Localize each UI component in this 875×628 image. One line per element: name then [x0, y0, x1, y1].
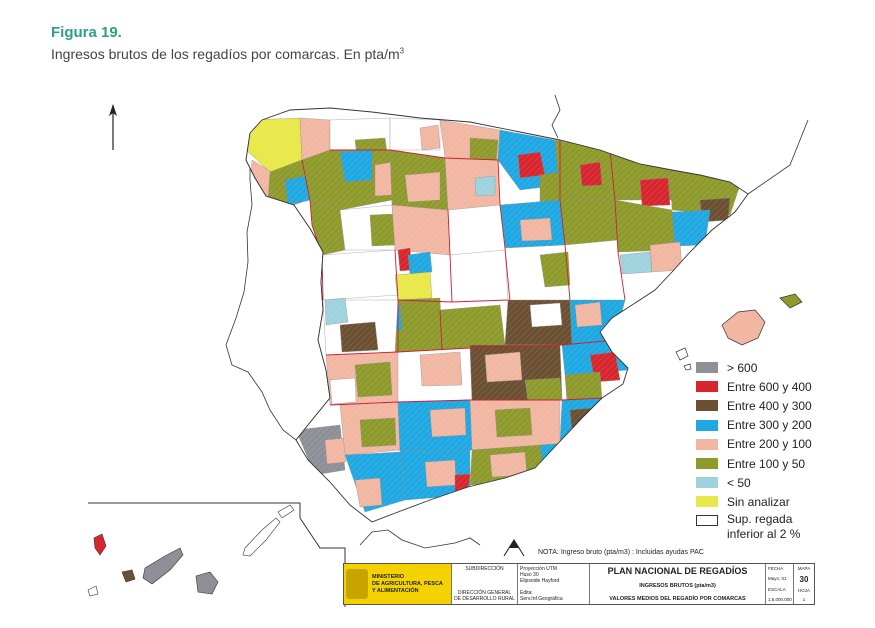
sheet-cell: MAPA 30 HOJA 1 — [794, 564, 814, 604]
legend-label: Entre 200 y 100 — [727, 437, 812, 452]
legend-label: < 50 — [727, 475, 751, 490]
projection-cell: Proyección UTM Huso 30 Elipsoide Hayford E… — [518, 564, 590, 604]
island-lanzarote — [277, 504, 295, 519]
spain-outline — [245, 107, 749, 523]
legend-swatch — [696, 438, 718, 450]
legend-label: > 600 — [727, 360, 758, 375]
edita-line: Serv.Inf.Geográfica — [520, 596, 563, 602]
island-menorca — [779, 293, 803, 309]
valores-subtitle: VALORES MEDIOS DEL REGADÍO POR COMARCAS — [609, 596, 746, 602]
direccion-label: DIRECCIÓN GENERAL DE DESARROLLO RURAL — [454, 590, 515, 602]
legend-swatch — [696, 496, 718, 508]
legend-swatch — [696, 400, 718, 412]
ministry-line: DE AGRICULTURA, PESCA — [372, 580, 443, 587]
subdireccion-label: SUBDIRECCIÓN — [465, 566, 504, 572]
island-la-gomera — [121, 569, 136, 583]
figure-label: Figura 19. — [51, 24, 122, 41]
ministry-cell: MINISTERIO DE AGRICULTURA, PESCA Y ALIME… — [344, 564, 452, 604]
projection-line: Elipsoide Hayford — [520, 578, 560, 584]
comarca-regions — [246, 108, 748, 522]
canary-inset — [87, 502, 346, 607]
island-formentera — [683, 363, 692, 371]
direccion-line: DIRECCIÓN GENERAL — [457, 590, 512, 596]
legend-swatch — [696, 514, 718, 526]
island-la-palma — [93, 533, 107, 556]
france-outline — [551, 94, 809, 195]
plan-cell: PLAN NACIONAL DE REGADÍOS INGRESOS BRUTO… — [590, 564, 766, 604]
legend-swatch — [696, 419, 718, 431]
legend-label: Sup. regada inferior al 2 % — [727, 512, 800, 542]
legend-swatch — [696, 381, 718, 393]
legend-item: > 600 — [696, 358, 812, 377]
island-fuerteventura — [242, 517, 281, 557]
legend-item: Entre 100 y 50 — [696, 454, 812, 473]
fecha-cell: FECHA Mayo, 01 ESCALA 1:6.000.000 — [766, 564, 794, 604]
subdireccion-cell: SUBDIRECCIÓN DIRECCIÓN GENERAL DE DESARRO… — [452, 564, 518, 604]
legend-swatch — [696, 458, 718, 470]
legend-label: Entre 400 y 300 — [727, 398, 812, 413]
legend-item: Entre 200 y 100 — [696, 435, 812, 454]
projection-line: Proyección UTM — [520, 566, 557, 572]
island-tenerife — [142, 547, 184, 585]
legend-swatch — [696, 362, 718, 374]
legend-label: Sin analizar — [727, 494, 790, 509]
figure-title-sup: 3 — [399, 46, 405, 56]
escala-value: 1:6.000.000 — [768, 596, 792, 602]
escala-label: ESCALA — [768, 586, 786, 592]
legend-label-line2: inferior al 2 % — [727, 526, 801, 541]
fecha-value: Mayo, 01 — [768, 576, 787, 582]
ministry-line: Y ALIMENTACIÓN — [372, 587, 419, 594]
legend-item: Entre 300 y 200 — [696, 416, 812, 435]
ministry-name: MINISTERIO DE AGRICULTURA, PESCA Y ALIME… — [372, 574, 443, 595]
fecha-label: FECHA — [768, 566, 784, 571]
community-boundaries — [301, 140, 626, 406]
title-block: MINISTERIO DE AGRICULTURA, PESCA Y ALIME… — [343, 563, 815, 605]
projection-text: Proyección UTM Huso 30 Elipsoide Hayford — [520, 566, 587, 584]
legend-item: Entre 600 y 400 — [696, 377, 812, 396]
figure-title-text: Ingresos brutos de los regadíos por coma… — [51, 46, 400, 62]
mapa-label: MAPA — [797, 566, 811, 571]
island-el-hierro — [87, 585, 99, 597]
ingresos-subtitle: INGRESOS BRUTOS (pta/m3) — [639, 583, 716, 589]
legend-label-line1: Sup. regada — [727, 511, 793, 526]
north-arrow-icon — [109, 104, 117, 150]
edita-line: Edita: — [520, 590, 533, 596]
legend-label: Entre 300 y 200 — [727, 418, 812, 433]
map-note: NOTA: Ingreso bruto (pta/m3) : Incluidas… — [538, 549, 704, 556]
direccion-line: DE DESARROLLO RURAL — [454, 596, 515, 602]
map-legend: > 600 Entre 600 y 400 Entre 400 y 300 En… — [696, 358, 812, 541]
island-ibiza — [675, 347, 689, 361]
mapa-number: 30 — [799, 575, 809, 584]
projection-line: Huso 30 — [520, 572, 539, 578]
legend-label: Entre 100 y 50 — [727, 456, 806, 471]
edita-text: Edita: Serv.Inf.Geográfica — [520, 590, 587, 602]
plan-title: PLAN NACIONAL DE REGADÍOS — [607, 566, 748, 576]
island-mallorca — [721, 309, 766, 346]
legend-item: Sin analizar — [696, 492, 812, 511]
ministry-line: MINISTERIO — [372, 573, 405, 580]
legend-item: < 50 — [696, 473, 812, 492]
small-north-icon — [503, 539, 525, 557]
coat-of-arms-icon — [346, 569, 368, 599]
hoja-number: 1 — [802, 597, 806, 602]
legend-swatch — [696, 477, 718, 489]
legend-item: Sup. regada inferior al 2 % — [696, 512, 812, 541]
africa-outline — [359, 529, 481, 549]
legend-label: Entre 600 y 400 — [727, 379, 812, 394]
legend-item: Entre 400 y 300 — [696, 396, 812, 415]
island-gran-canaria — [195, 571, 219, 595]
figure-title: Ingresos brutos de los regadíos por coma… — [51, 46, 404, 62]
region-almeria-red — [544, 454, 566, 477]
hoja-label: HOJA — [797, 588, 810, 593]
